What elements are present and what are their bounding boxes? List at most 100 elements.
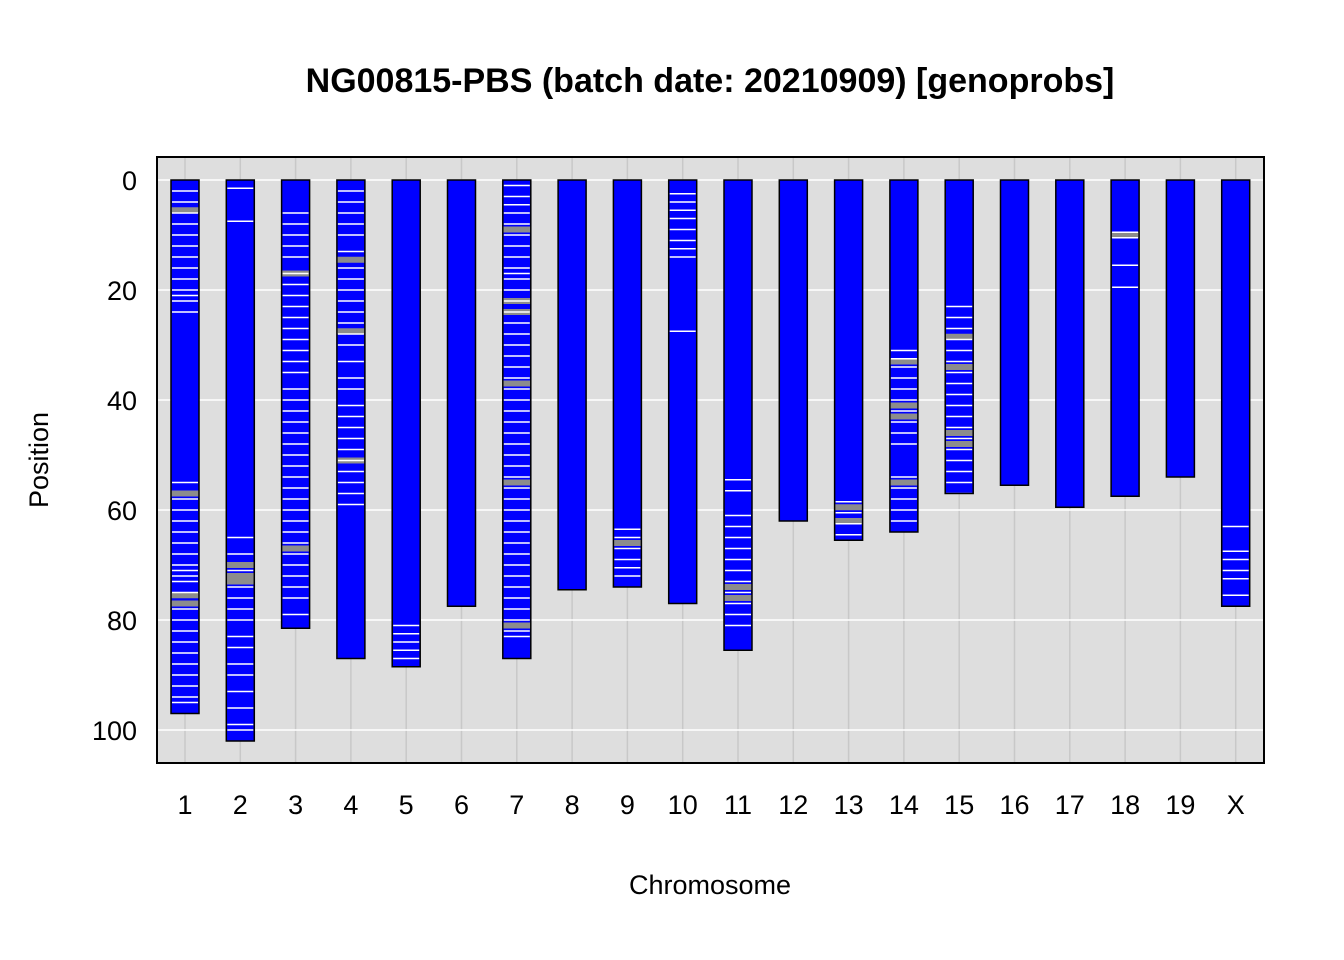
- x-tick-label: 15: [944, 790, 974, 820]
- chromosome-outline: [723, 179, 753, 651]
- genotype-marker-gray: [502, 226, 531, 233]
- chromosome-outline: [778, 179, 809, 522]
- chromosome-outline: [336, 179, 366, 660]
- chromosome-8: [557, 179, 587, 591]
- chromosome-bar: [889, 180, 918, 532]
- chromosome-bars: [170, 179, 1251, 742]
- genotype-marker-gray: [834, 504, 863, 511]
- chromosome-outline: [667, 179, 698, 605]
- y-axis-ticks: 0 20 40 60 80 100: [92, 166, 137, 746]
- chromosome-6: [446, 179, 477, 607]
- genotype-marker-gray: [171, 600, 199, 607]
- chromosome-bar: [502, 180, 531, 659]
- chromosome-bar: [1055, 180, 1084, 508]
- x-tick-label: 8: [565, 790, 580, 820]
- genotype-marker-gray: [889, 402, 918, 409]
- chromosome-outline: [225, 179, 256, 742]
- chromosome-bar: [558, 180, 587, 590]
- chromosome-12: [778, 179, 809, 522]
- genotype-marker-gray: [502, 380, 531, 387]
- genotype-marker-gray: [945, 430, 974, 436]
- chromosome-1: [170, 179, 200, 715]
- chromosome-outline: [1110, 179, 1140, 497]
- x-tick-label: 10: [668, 790, 698, 820]
- genotype-marker-gray: [889, 358, 918, 365]
- x-tick-label: 14: [889, 790, 919, 820]
- genotype-marker-gray: [613, 540, 642, 546]
- y-tick-label: 20: [107, 276, 137, 306]
- chromosome-outline: [280, 179, 311, 629]
- genotype-marker-gray: [502, 622, 531, 629]
- y-axis-label: Position: [24, 412, 54, 508]
- chromosome-outline: [612, 179, 643, 588]
- x-tick-label: 13: [834, 790, 864, 820]
- genotype-marker-gray: [226, 573, 255, 579]
- chromosome-5: [391, 179, 421, 668]
- chromosome-18: [1110, 179, 1140, 497]
- genotype-marker-gray: [1111, 232, 1140, 238]
- genotype-marker-gray: [502, 479, 531, 486]
- chromosome-bar: [724, 180, 752, 651]
- chromosome-bar: [1166, 180, 1195, 477]
- x-tick-label: 9: [620, 790, 635, 820]
- chromosome-bar: [1000, 180, 1029, 486]
- chromosome-outline: [1165, 179, 1196, 478]
- genotype-marker-gray: [336, 328, 365, 335]
- chromosome-outline: [170, 179, 200, 715]
- chromosome-outline: [833, 179, 864, 541]
- x-tick-label: 4: [343, 790, 358, 820]
- genotype-marker-gray: [281, 545, 310, 552]
- plot-panel-frame: [156, 156, 1265, 764]
- x-tick-label: 12: [778, 790, 808, 820]
- chromosome-16: [999, 179, 1030, 486]
- genotype-marker-gray: [171, 490, 199, 497]
- genotype-marker-gray: [724, 584, 752, 590]
- x-tick-label: 6: [454, 790, 469, 820]
- x-tick-label: 1: [177, 790, 192, 820]
- chromosome-outline: [502, 179, 532, 660]
- x-tick-label: 3: [288, 790, 303, 820]
- chromosome-bar: [834, 180, 863, 541]
- genotype-marker-gray: [889, 479, 918, 486]
- chromosome-bar: [226, 180, 255, 741]
- chromosome-bar: [171, 180, 199, 714]
- x-axis-label: Chromosome: [629, 870, 791, 900]
- genotype-marker-gray: [171, 592, 199, 599]
- chromosome-17: [1055, 179, 1085, 508]
- y-tick-label: 80: [107, 606, 137, 636]
- chromosome-bar: [447, 180, 476, 607]
- genotype-marker-gray: [945, 333, 974, 340]
- y-tick-label: 60: [107, 496, 137, 526]
- genotype-marker-gray: [945, 441, 974, 447]
- chromosome-10: [667, 179, 698, 605]
- y-tick-label: 0: [122, 166, 137, 196]
- chromosome-bar: [779, 180, 808, 521]
- chromosome-bar: [613, 180, 642, 587]
- x-tick-label: 16: [999, 790, 1029, 820]
- y-tick-label: 40: [107, 386, 137, 416]
- chromosome-19: [1165, 179, 1196, 478]
- y-tick-label: 100: [92, 716, 137, 746]
- genotype-marker-gray: [834, 518, 863, 524]
- chromosome-15: [944, 179, 974, 495]
- chromosome-outline: [557, 179, 587, 591]
- chart-title: NG00815-PBS (batch date: 20210909) [geno…: [306, 62, 1115, 100]
- chromosome-bar: [1111, 180, 1140, 497]
- chromosome-outline: [1220, 179, 1251, 607]
- genotype-marker-gray: [226, 562, 255, 568]
- x-tick-label: X: [1227, 790, 1245, 820]
- chromosome-bar: [281, 180, 310, 629]
- genotype-marker-gray: [336, 256, 365, 263]
- chromosome-4: [336, 179, 366, 660]
- plot-panel-background: [157, 157, 1264, 763]
- chromosome-13: [833, 179, 864, 541]
- chromosome-outline: [391, 179, 421, 668]
- chromosome-outline: [446, 179, 477, 607]
- genotype-marker-gray: [171, 207, 199, 214]
- chromosome-outline: [999, 179, 1030, 486]
- chromosome-bar: [1221, 180, 1250, 607]
- chromosome-2: [225, 179, 256, 742]
- chromosome-9: [612, 179, 643, 588]
- genotype-marker-gray: [724, 595, 752, 601]
